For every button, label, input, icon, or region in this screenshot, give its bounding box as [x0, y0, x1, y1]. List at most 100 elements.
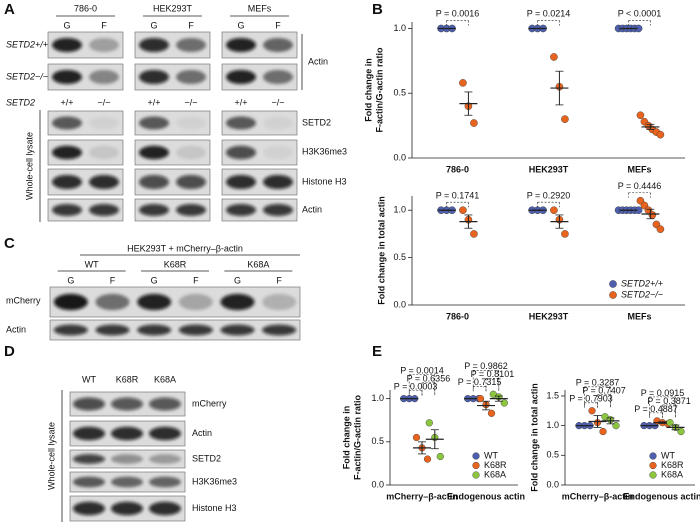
panel-label: D — [4, 343, 15, 360]
legend-marker — [609, 291, 617, 299]
p-value: P = 0.9862 — [464, 361, 508, 371]
band — [139, 37, 169, 53]
label: +/+ — [60, 97, 73, 107]
band — [263, 174, 293, 190]
p-value: P = 0.7903 — [569, 394, 613, 404]
p-value: P = 0.3287 — [576, 378, 620, 388]
data-point — [561, 115, 569, 123]
legend-label: K68A — [484, 469, 506, 479]
label: F — [276, 275, 282, 285]
label: Actin — [308, 56, 328, 66]
band — [176, 145, 206, 160]
legend-label: SETD2+/+ — [621, 278, 663, 288]
band — [226, 145, 256, 160]
y-tick-label: 1.0 — [393, 23, 406, 33]
label: Actin — [6, 324, 26, 334]
label: +/+ — [147, 97, 160, 107]
y-tick-label: 0.5 — [393, 252, 406, 262]
band — [226, 69, 256, 85]
p-value: P = 0.7407 — [582, 386, 626, 396]
label: +/+ — [234, 97, 247, 107]
band — [73, 397, 105, 411]
label: HEK293T + mCherry–β-actin — [127, 243, 243, 253]
y-tick-label: 0.0 — [393, 152, 406, 162]
band — [73, 454, 105, 464]
band — [111, 501, 143, 516]
p-value: P = 0.7315 — [458, 377, 502, 387]
legend-marker — [649, 452, 657, 460]
panel-label: A — [4, 1, 15, 18]
legend-label: K68R — [661, 460, 684, 470]
label: Histone H3 — [302, 176, 347, 186]
label: G — [63, 20, 70, 30]
band — [73, 501, 105, 516]
band — [111, 454, 143, 464]
band — [52, 37, 82, 53]
p-value: P = 0.6356 — [407, 374, 451, 384]
p-value: P = 0.0003 — [394, 382, 438, 392]
data-point — [677, 427, 685, 436]
band — [137, 324, 172, 336]
label: G — [150, 20, 157, 30]
data-point — [550, 53, 558, 61]
legend-marker — [609, 280, 617, 288]
label: SETD2 — [6, 97, 35, 107]
y-tick-label: 0.5 — [371, 436, 384, 446]
p-value: P = 0.4446 — [618, 181, 662, 191]
y-tick-label: 0.5 — [393, 88, 406, 98]
y-tick-label: 1.0 — [371, 393, 384, 403]
band — [52, 69, 82, 85]
y-tick-label: 0.0 — [393, 299, 406, 309]
p-value: P = 0.3871 — [647, 396, 691, 406]
band — [149, 397, 181, 411]
panel-label: B — [372, 1, 383, 18]
blot — [49, 286, 301, 318]
band — [220, 324, 255, 336]
label: K68R — [164, 259, 187, 269]
label: Actin — [192, 428, 212, 438]
band — [149, 426, 181, 441]
legend-label: WT — [484, 450, 498, 460]
legend-marker — [649, 471, 657, 479]
label: −/− — [271, 97, 284, 107]
band — [137, 293, 172, 311]
p-value: P = 0.2920 — [527, 190, 571, 200]
label: SETD2−/− — [6, 71, 48, 81]
x-tick-label: MEFs — [627, 164, 651, 174]
band — [178, 293, 213, 311]
legend-marker — [649, 461, 657, 470]
legend-label: K68R — [484, 460, 507, 470]
x-tick-label: HEK293T — [529, 311, 569, 321]
p-value: P = 0.1741 — [436, 190, 480, 200]
band — [226, 174, 256, 190]
x-tick-label: mCherry–β-actin — [562, 491, 634, 501]
p-value: P = 0.0214 — [527, 9, 571, 19]
data-point — [459, 206, 467, 215]
band — [176, 37, 206, 53]
band — [220, 293, 255, 311]
band — [89, 116, 119, 130]
band — [149, 454, 181, 464]
y-axis-label: F-actin/G-actin ratio — [374, 47, 384, 133]
x-tick-label: 786-0 — [446, 311, 469, 321]
data-point — [612, 422, 620, 430]
band — [73, 476, 105, 488]
y-axis-label: Fold change in total actin — [376, 196, 386, 305]
data-point — [656, 225, 665, 233]
band — [89, 145, 119, 160]
data-point — [470, 119, 478, 127]
band — [263, 116, 293, 130]
legend-label: SETD2−/− — [621, 289, 663, 299]
data-point — [666, 419, 674, 427]
y-tick-label: 1.0 — [546, 420, 559, 430]
band — [262, 324, 297, 336]
band — [263, 145, 293, 160]
band — [139, 204, 169, 216]
label: −/− — [97, 97, 110, 107]
x-tick-label: 786-0 — [446, 164, 469, 174]
band — [52, 204, 82, 216]
data-point — [550, 206, 558, 215]
data-point — [561, 230, 569, 238]
band — [95, 293, 130, 311]
